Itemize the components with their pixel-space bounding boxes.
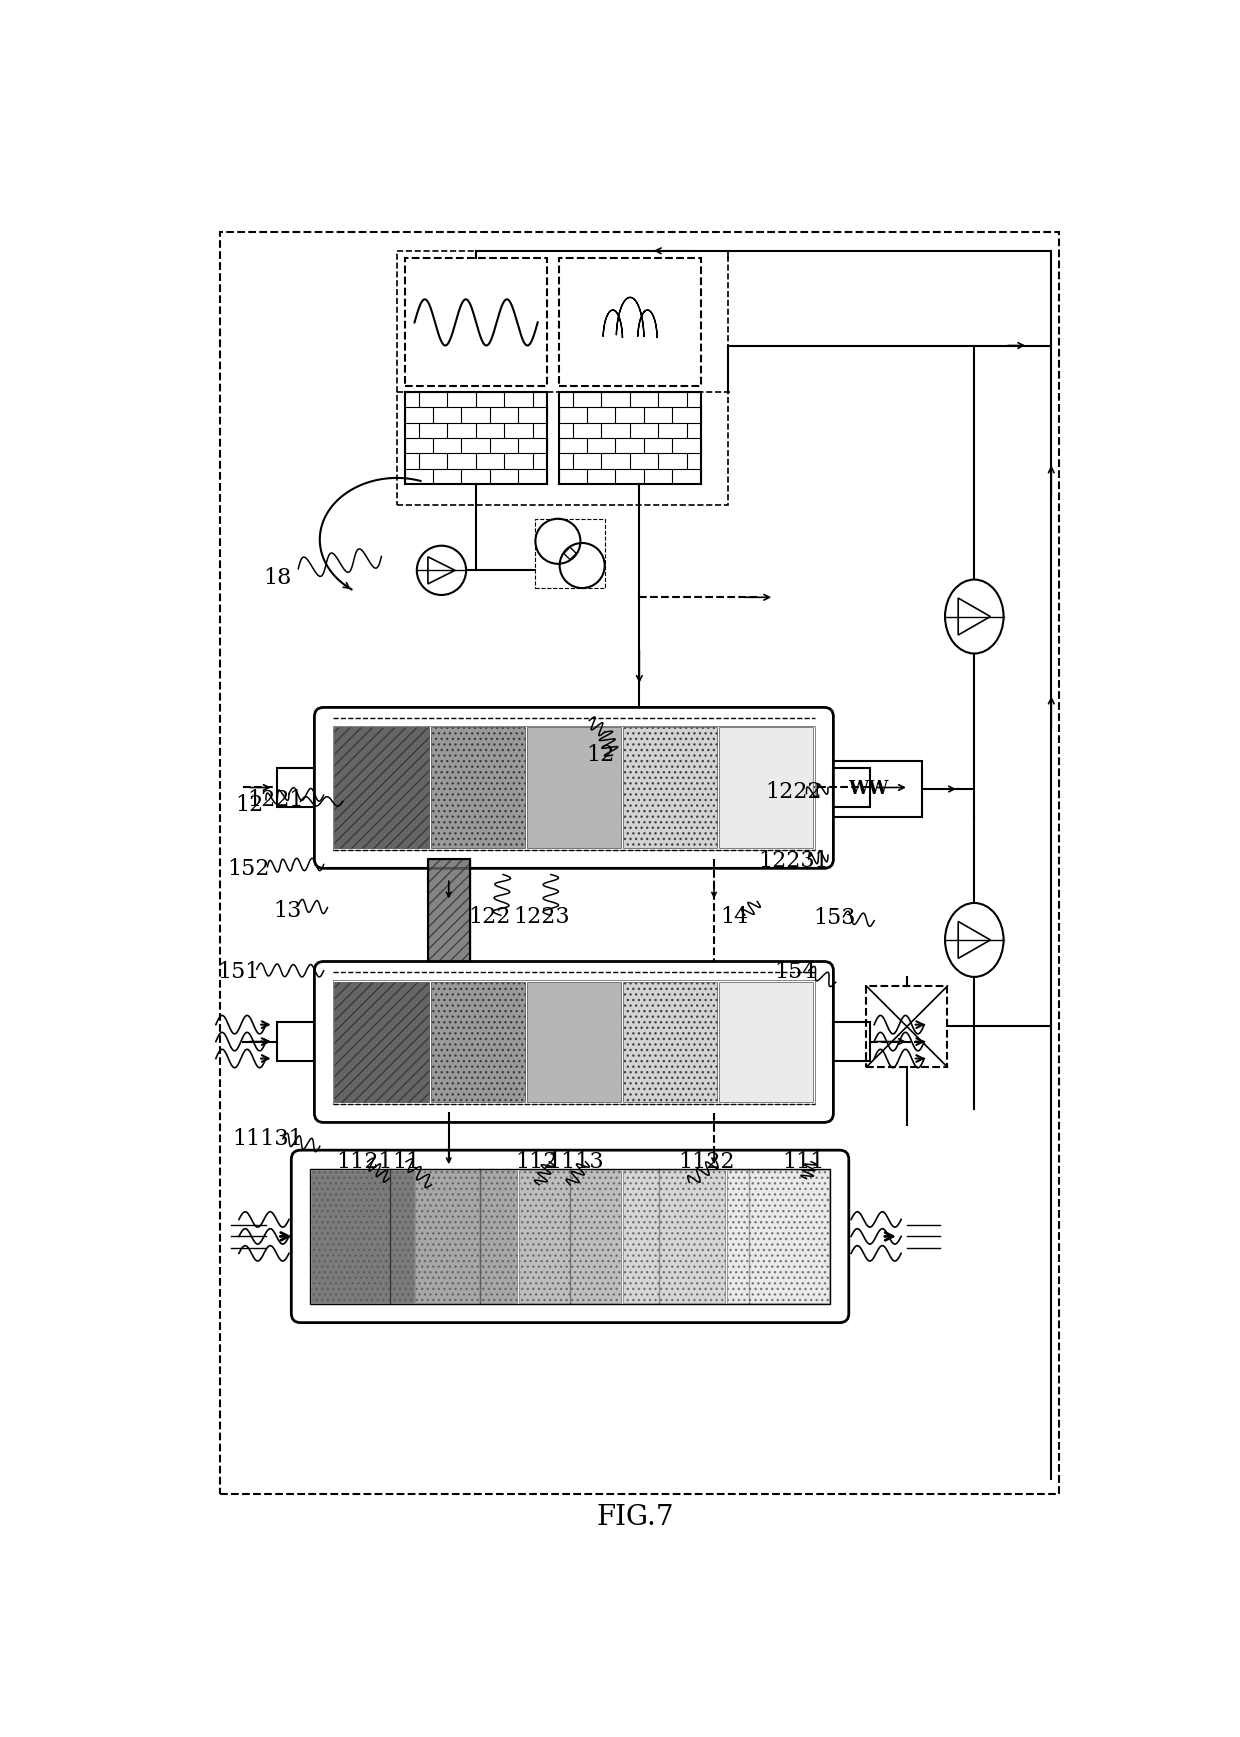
Text: 11: 11 [392, 1150, 420, 1172]
Bar [518, 1171, 621, 1303]
Text: 153: 153 [813, 907, 856, 929]
Bar [428, 860, 470, 971]
Text: 1222: 1222 [765, 782, 822, 802]
Bar [278, 768, 315, 806]
Bar [815, 761, 921, 816]
Bar [833, 1023, 870, 1061]
Text: 152: 152 [228, 858, 270, 881]
Ellipse shape [945, 903, 1003, 976]
Text: 11131: 11131 [232, 1127, 303, 1150]
Text: 112: 112 [516, 1150, 558, 1172]
Bar [335, 981, 429, 1103]
Text: 1221: 1221 [247, 789, 304, 811]
Bar [622, 1171, 725, 1303]
Bar [332, 726, 815, 849]
Bar [310, 1169, 831, 1304]
Bar [415, 1171, 517, 1303]
Ellipse shape [945, 580, 1003, 653]
Text: 122: 122 [467, 905, 511, 928]
Bar [719, 981, 813, 1103]
Bar [558, 393, 701, 485]
FancyBboxPatch shape [315, 707, 833, 868]
Bar [867, 987, 947, 1067]
Text: 18: 18 [263, 566, 291, 589]
Bar [430, 728, 525, 848]
Text: FIG.7: FIG.7 [596, 1504, 675, 1530]
Bar [558, 259, 701, 386]
Bar [430, 981, 525, 1103]
Bar [278, 1023, 315, 1061]
Text: 12: 12 [587, 743, 615, 766]
Bar [622, 728, 717, 848]
Bar [527, 728, 621, 848]
FancyBboxPatch shape [291, 1150, 849, 1322]
Text: 1223: 1223 [513, 905, 570, 928]
Text: 111: 111 [782, 1150, 825, 1172]
Bar [536, 519, 605, 589]
FancyBboxPatch shape [315, 962, 833, 1122]
Bar [332, 980, 815, 1105]
Text: 154: 154 [775, 961, 817, 983]
Bar [404, 259, 547, 386]
Text: 12231: 12231 [758, 851, 828, 872]
Text: 151: 151 [218, 961, 260, 983]
Bar [404, 393, 547, 485]
Bar [335, 728, 429, 848]
Bar [527, 981, 621, 1103]
Bar [719, 728, 813, 848]
Circle shape [417, 545, 466, 596]
Bar [219, 231, 1059, 1494]
Bar [622, 981, 717, 1103]
Bar [311, 1171, 414, 1303]
Text: 13: 13 [273, 900, 301, 922]
Bar [397, 250, 728, 505]
Text: 1122: 1122 [678, 1150, 734, 1172]
Bar [311, 1171, 828, 1303]
Bar [428, 860, 470, 971]
Text: WW: WW [848, 780, 888, 797]
Text: 14: 14 [720, 905, 748, 928]
Bar [727, 1171, 828, 1303]
Text: 1113: 1113 [547, 1150, 604, 1172]
Text: 12: 12 [234, 794, 263, 816]
Text: 1121: 1121 [336, 1150, 393, 1172]
Bar [833, 768, 870, 806]
